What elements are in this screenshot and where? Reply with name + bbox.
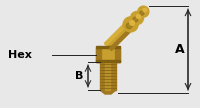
Bar — [100, 62, 116, 90]
Circle shape — [126, 23, 132, 29]
Polygon shape — [104, 21, 129, 46]
Text: A: A — [175, 43, 185, 56]
Circle shape — [133, 17, 138, 22]
Circle shape — [143, 8, 147, 12]
Bar — [96, 60, 120, 62]
Polygon shape — [109, 26, 134, 51]
Bar — [96, 48, 101, 62]
Circle shape — [140, 11, 144, 15]
Circle shape — [130, 21, 135, 25]
Polygon shape — [100, 90, 116, 94]
Bar — [96, 48, 120, 62]
Circle shape — [138, 6, 149, 17]
Text: Hex: Hex — [8, 50, 32, 60]
Text: B: B — [75, 71, 83, 81]
Polygon shape — [104, 21, 134, 51]
Bar — [105, 62, 110, 90]
Circle shape — [123, 17, 138, 32]
Circle shape — [136, 14, 141, 19]
Circle shape — [130, 12, 143, 25]
Bar — [115, 48, 120, 62]
Bar — [96, 46, 120, 48]
